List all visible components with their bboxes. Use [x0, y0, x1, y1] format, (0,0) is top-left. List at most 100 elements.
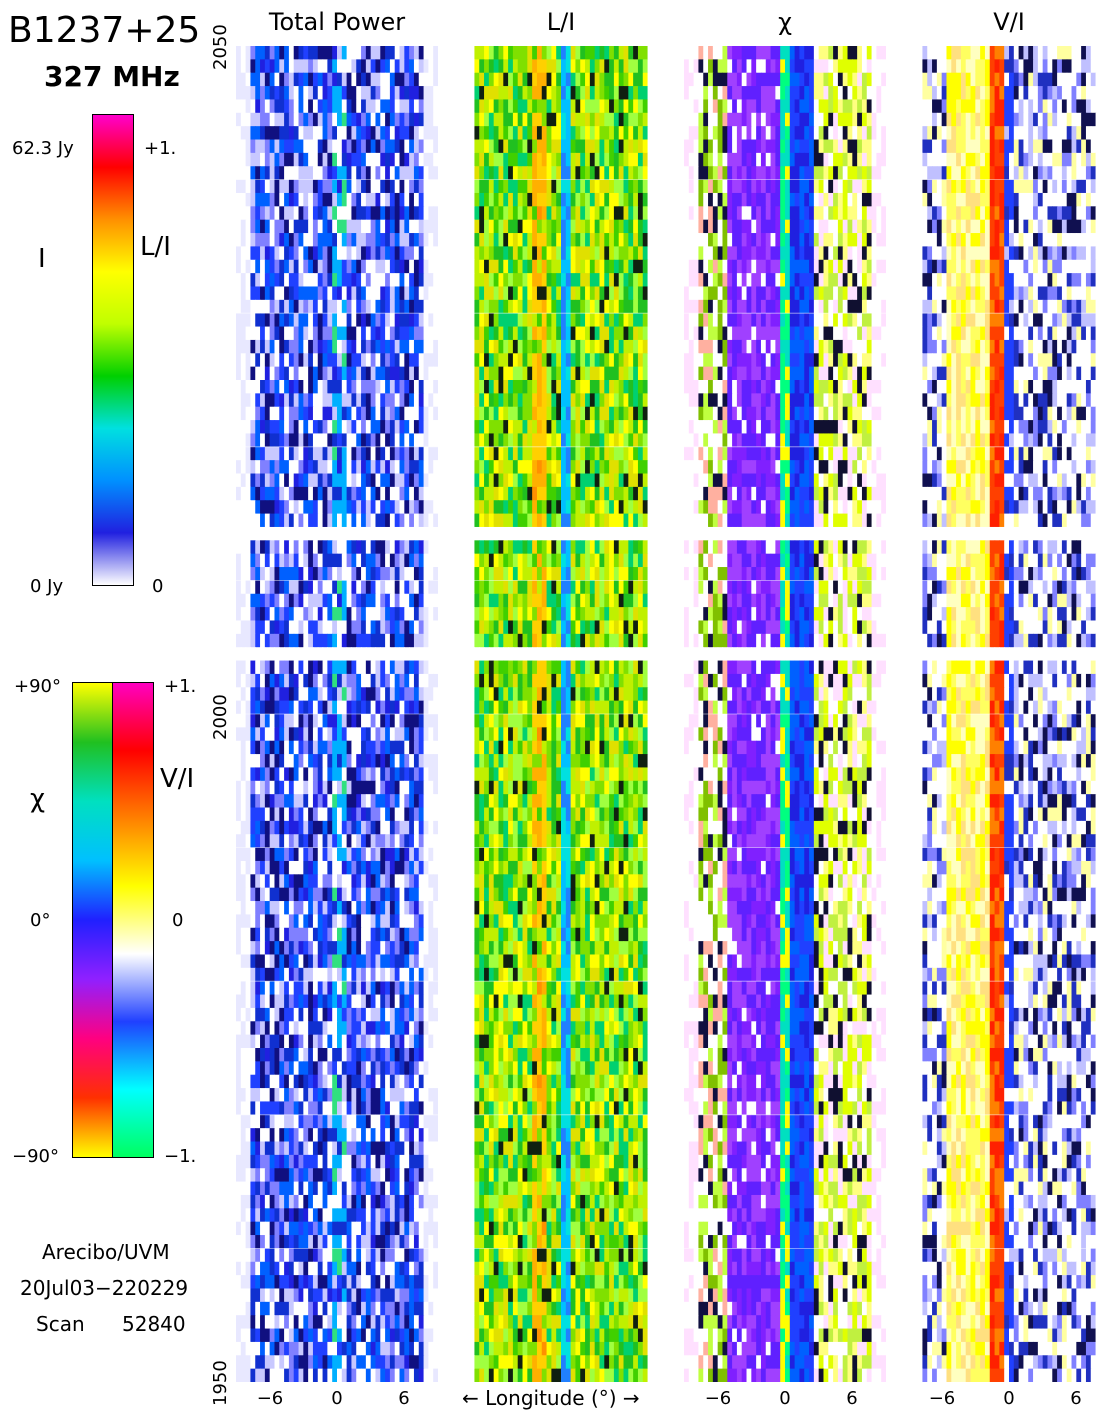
heatmap-cell [370, 1034, 377, 1049]
heatmap-cell [356, 1154, 362, 1169]
heatmap-cell [337, 914, 343, 929]
heatmap-cell [361, 1074, 367, 1089]
heatmap-cell [279, 500, 285, 515]
heatmap-cell [375, 486, 381, 501]
heatmap-cell [479, 99, 485, 114]
heatmap-cell [623, 72, 629, 87]
heatmap-cell [389, 567, 396, 581]
heatmap-cell [284, 126, 290, 141]
heatmap-cell [428, 1261, 434, 1276]
heatmap-cell [394, 874, 401, 889]
heatmap-cell [346, 607, 353, 622]
heatmap-cell [322, 353, 328, 368]
heatmap-cell [245, 46, 252, 60]
heatmap-cell [633, 99, 639, 114]
heatmap-cell [404, 620, 410, 635]
heatmap-cell [527, 192, 533, 207]
heatmap-cell [380, 313, 386, 328]
heatmap-cell [250, 46, 256, 60]
heatmap-cell [303, 740, 309, 755]
heatmap-cell [260, 152, 266, 167]
heatmap-cell [428, 406, 434, 421]
heatmap-cell [565, 86, 572, 101]
heatmap-cell [423, 847, 429, 862]
heatmap-cell [361, 673, 367, 688]
heatmap-cell [250, 834, 256, 849]
heatmap-cell [327, 486, 333, 501]
heatmap-cell [575, 46, 581, 60]
heatmap-cell [413, 299, 420, 314]
heatmap-cell [361, 59, 367, 74]
heatmap-cell [236, 86, 242, 101]
heatmap-cell [269, 1328, 276, 1343]
heatmap-cell [264, 1088, 271, 1103]
heatmap-cell [269, 393, 276, 408]
heatmap-cell [260, 1275, 266, 1290]
heatmap-cell [288, 1007, 295, 1022]
heatmap-cell [279, 941, 285, 956]
heatmap-cell [380, 246, 386, 261]
heatmap-cell [575, 219, 581, 234]
heatmap-cell [404, 299, 410, 314]
heatmap-cell [255, 1088, 261, 1103]
heatmap-cell [361, 1288, 367, 1303]
heatmap-cell [375, 259, 381, 274]
heatmap-cell [337, 166, 343, 181]
heatmap-cell [284, 967, 290, 982]
heatmap-cell [361, 887, 367, 902]
heatmap-cell [337, 1141, 343, 1156]
heatmap-cell [264, 72, 271, 87]
heatmap-cell [618, 99, 625, 114]
heatmap-cell [269, 1114, 276, 1129]
heatmap-cell [356, 714, 362, 728]
heatmap-cell [389, 1355, 396, 1370]
heatmap-cell [260, 714, 266, 728]
heatmap-cell [332, 620, 338, 635]
heatmap-cell [250, 567, 256, 581]
heatmap-cell [613, 152, 620, 167]
heatmap-cell [317, 1101, 324, 1116]
heatmap-cell [409, 714, 415, 728]
heatmap-cell [389, 941, 396, 956]
heatmap-cell [293, 339, 300, 354]
y-tick-2000: 2000 [210, 694, 231, 740]
heatmap-cell [356, 513, 362, 528]
heatmap-cell [317, 233, 324, 247]
heatmap-cell [580, 246, 586, 261]
heatmap-cell [479, 179, 485, 194]
heatmap-cell [332, 246, 338, 261]
heatmap-cell [356, 1048, 362, 1062]
heatmap-cell [365, 580, 372, 595]
heatmap-cell [245, 406, 252, 421]
heatmap-cell [575, 139, 581, 154]
heatmap-cell [332, 1141, 338, 1156]
heatmap-cell [264, 273, 271, 288]
heatmap-cell [303, 1301, 309, 1316]
heatmap-cell [433, 1048, 438, 1062]
heatmap-cell [284, 607, 290, 622]
heatmap-cell [541, 192, 548, 207]
heatmap-cell [351, 941, 357, 956]
heatmap-cell [312, 326, 319, 341]
heatmap-cell [508, 59, 514, 74]
heatmap-cell [255, 406, 261, 421]
heatmap-cell [279, 339, 285, 354]
heatmap-cell [279, 593, 285, 608]
heatmap-cell [428, 1154, 434, 1169]
heatmap-cell [332, 1208, 338, 1223]
heatmap-cell [264, 1168, 271, 1183]
heatmap-cell [312, 994, 319, 1009]
heatmap-cell [303, 1034, 309, 1049]
heatmap-cell [517, 206, 524, 221]
heatmap-cell [298, 326, 304, 341]
heatmap-cell [332, 1114, 338, 1129]
heatmap-cell [628, 273, 634, 288]
heatmap-cell [433, 1235, 438, 1249]
heatmap-cell [255, 580, 261, 595]
heatmap-cell [255, 820, 261, 835]
heatmap-cell [250, 166, 256, 181]
heatmap-cell [236, 1315, 242, 1330]
heatmap-cell [413, 1288, 420, 1303]
heatmap-cell [255, 593, 261, 608]
heatmap-cell [385, 513, 391, 528]
